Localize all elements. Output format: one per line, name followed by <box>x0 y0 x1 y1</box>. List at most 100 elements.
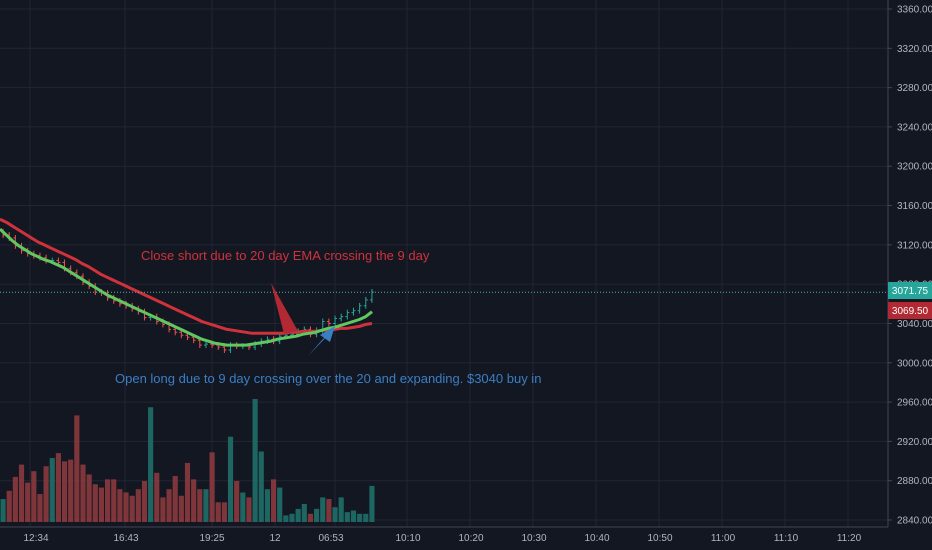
volume-bar-15 <box>92 484 98 522</box>
y-tick-label-6: 3120.00 <box>897 240 932 251</box>
price-bar-55 <box>339 313 344 322</box>
volume-bar-44 <box>270 479 277 522</box>
arrow-close-short <box>271 283 298 334</box>
volume-bar-16 <box>98 487 105 522</box>
volume-bar-55 <box>338 497 344 522</box>
price-bar-57 <box>351 307 356 316</box>
last-price-label: 3071.75 <box>892 286 929 297</box>
volume-bar-47 <box>289 513 295 522</box>
volume-bar-51 <box>314 508 320 522</box>
annotation-arrows <box>271 283 335 356</box>
y-tick-label-1: 3320.00 <box>897 44 932 55</box>
volume-bar-14 <box>86 474 92 522</box>
y-tick-label-4: 3200.00 <box>897 162 932 173</box>
volume-bar-35 <box>215 502 221 522</box>
volume-bar-56 <box>344 512 350 522</box>
price-axis <box>888 0 932 550</box>
volume-bar-60 <box>369 485 375 522</box>
volume-bar-6 <box>37 494 43 522</box>
volume-bar-20 <box>123 492 129 522</box>
y-tick-label-13: 2840.00 <box>897 516 932 527</box>
volume-bar-29 <box>178 495 184 522</box>
x-tick-label-2: 19:25 <box>199 533 224 544</box>
volume-bar-11 <box>68 459 74 522</box>
volume-bar-34 <box>209 452 215 522</box>
volume-bar-41 <box>252 399 258 522</box>
volume-bars <box>0 399 375 522</box>
ema-line-0 <box>0 217 373 335</box>
y-tick-label-9: 3000.00 <box>897 358 932 369</box>
x-tick-label-0: 12:34 <box>23 533 48 544</box>
x-tick-label-10: 11:00 <box>711 533 736 544</box>
volume-bar-36 <box>221 502 227 522</box>
volume-bar-13 <box>80 464 86 522</box>
volume-bar-18 <box>111 479 117 522</box>
volume-bar-2 <box>12 476 18 522</box>
volume-bar-33 <box>203 489 209 522</box>
last-price-badge <box>888 282 932 299</box>
volume-bar-49 <box>301 503 307 522</box>
volume-bar-19 <box>117 489 123 522</box>
x-tick-label-7: 10:30 <box>521 533 546 544</box>
volume-bar-25 <box>154 472 160 522</box>
volume-bar-42 <box>258 451 264 522</box>
annotation-close-short: Close short due to 20 day EMA crossing t… <box>141 248 430 263</box>
volume-bar-40 <box>246 497 252 522</box>
time-axis <box>0 527 888 550</box>
volume-bar-8 <box>49 458 55 522</box>
volume-bar-31 <box>191 479 197 522</box>
time-axis-ticks: 12:34 16:43 19:25 12 06:53 10:10 10:20 10:30 10:… <box>23 533 861 544</box>
x-tick-label-5: 10:10 <box>395 533 420 544</box>
volume-bar-5 <box>31 471 37 522</box>
volume-bar-52 <box>320 497 326 522</box>
volume-bar-59 <box>363 513 369 522</box>
volume-bar-3 <box>18 464 25 522</box>
x-tick-label-8: 10:40 <box>584 533 609 544</box>
volume-bar-23 <box>141 481 148 522</box>
x-tick-label-9: 10:50 <box>647 533 672 544</box>
ema-price-badge <box>888 302 932 319</box>
volume-bar-50 <box>307 513 314 522</box>
price-bar-58 <box>357 302 362 314</box>
ema-line-1 <box>0 228 373 347</box>
volume-bar-53 <box>326 499 332 522</box>
x-tick-label-1: 16:43 <box>113 533 138 544</box>
y-tick-label-8: 3040.00 <box>897 319 932 330</box>
ema-lines <box>0 217 373 347</box>
volume-bar-30 <box>184 462 191 522</box>
volume-bar-28 <box>172 476 178 522</box>
volume-bar-37 <box>227 436 234 522</box>
volume-bar-38 <box>234 481 240 522</box>
volume-bar-4 <box>25 482 31 522</box>
volume-bar-27 <box>166 489 172 522</box>
volume-bar-9 <box>55 453 61 522</box>
x-tick-label-6: 10:20 <box>458 533 483 544</box>
y-tick-label-3: 3240.00 <box>897 122 932 133</box>
y-tick-label-10: 2960.00 <box>897 398 932 409</box>
y-tick-label-5: 3160.00 <box>897 201 932 212</box>
volume-bar-45 <box>277 487 283 522</box>
y-tick-label-0: 3360.00 <box>897 5 932 16</box>
volume-bar-57 <box>350 510 357 522</box>
volume-bar-17 <box>105 479 111 522</box>
volume-bar-1 <box>6 490 12 522</box>
volume-bar-32 <box>197 489 203 522</box>
volume-bar-43 <box>264 489 270 522</box>
price-bar-59 <box>363 296 368 309</box>
volume-bar-10 <box>61 461 68 522</box>
volume-bar-22 <box>135 489 141 522</box>
y-tick-label-2: 3280.00 <box>897 83 932 94</box>
ema-price-label: 3069.50 <box>892 306 929 317</box>
price-bar-33 <box>203 341 208 349</box>
volume-bar-39 <box>240 492 246 522</box>
volume-bar-48 <box>295 508 301 522</box>
arrow-open-long-head <box>320 326 335 342</box>
volume-bar-24 <box>148 407 154 522</box>
x-tick-label-3: 12 <box>269 533 281 544</box>
volume-bar-12 <box>74 415 80 522</box>
volume-bar-0 <box>0 499 6 522</box>
price-bar-53 <box>326 318 331 327</box>
volume-bar-46 <box>283 515 289 522</box>
